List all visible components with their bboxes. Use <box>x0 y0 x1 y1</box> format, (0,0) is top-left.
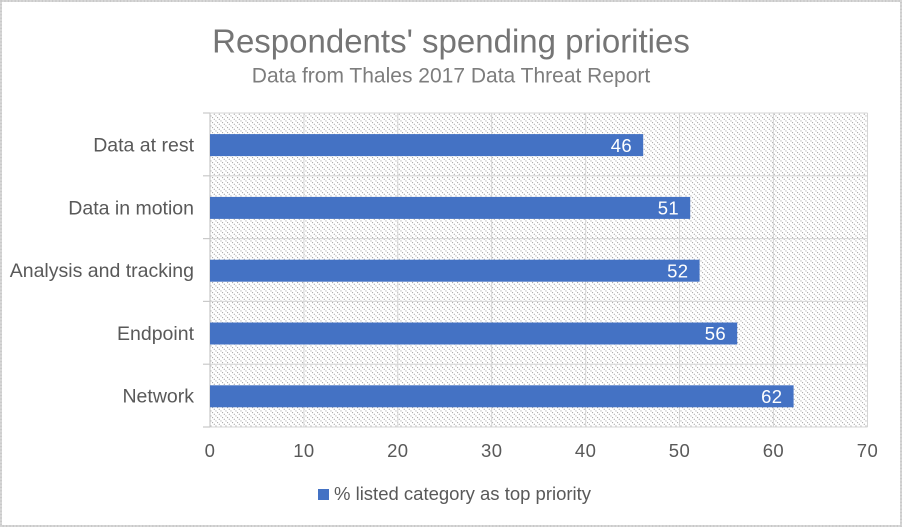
svg-text:Network: Network <box>122 386 194 408</box>
svg-text:56: 56 <box>705 323 726 344</box>
svg-text:51: 51 <box>658 198 679 219</box>
svg-text:Analysis and tracking: Analysis and tracking <box>10 260 194 282</box>
svg-text:46: 46 <box>611 135 632 156</box>
svg-text:Data from Thales 2017 Data Thr: Data from Thales 2017 Data Threat Report <box>252 65 651 88</box>
svg-text:10: 10 <box>293 440 314 461</box>
svg-text:50: 50 <box>669 440 690 461</box>
svg-text:Respondents' spending prioriti: Respondents' spending priorities <box>212 23 690 60</box>
svg-text:52: 52 <box>667 260 688 281</box>
svg-text:20: 20 <box>387 440 408 461</box>
svg-text:30: 30 <box>481 440 502 461</box>
svg-text:62: 62 <box>761 386 782 407</box>
svg-text:Data at rest: Data at rest <box>93 135 194 157</box>
svg-text:Data in motion: Data in motion <box>68 197 194 219</box>
svg-text:70: 70 <box>857 440 878 461</box>
svg-text:60: 60 <box>763 440 784 461</box>
svg-text:0: 0 <box>205 440 216 461</box>
svg-text:Endpoint: Endpoint <box>117 323 195 345</box>
svg-text:40: 40 <box>575 440 596 461</box>
svg-text:% listed category as top prior: % listed category as top priority <box>334 483 592 504</box>
